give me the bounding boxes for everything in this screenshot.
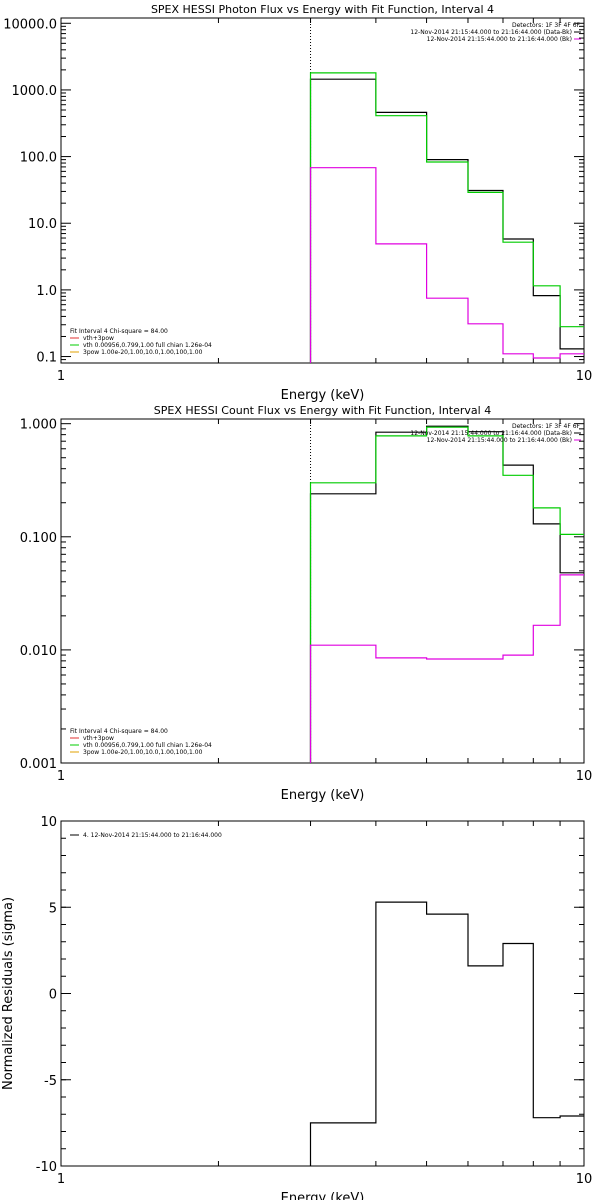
- y-tick-label: 0.100: [20, 531, 57, 546]
- y-tick-label: -10: [36, 1160, 57, 1175]
- chart-title: SPEX HESSI Count Flux vs Energy with Fit…: [154, 404, 491, 417]
- legend-left-text: 3pow 1.00e-20,1.00,10.0,1.00,100,1.00: [83, 349, 203, 356]
- series-line-residuals: [309, 901, 584, 1166]
- y-tick-label: 0.001: [20, 757, 57, 772]
- legend-left-text: vth+3pow: [83, 735, 114, 742]
- legend-left-text: Fit Interval 4 Chi-square = 84.00: [70, 728, 168, 735]
- x-tick-label: 10: [576, 1172, 593, 1187]
- plot-frame: [60, 17, 585, 364]
- x-tick-label: 1: [57, 369, 65, 384]
- y-tick-label: -5: [44, 1074, 57, 1089]
- legend-left-text: vth 0.00956,0.799,1.00 full chian 1.26e-…: [83, 342, 212, 349]
- plot-frame: [60, 418, 585, 764]
- legend-right-text: 12-Nov-2014 21:15:44.000 to 21:16:44.000…: [410, 430, 572, 437]
- legend-right-text: Detectors: 1F 3F 4F 6F: [512, 22, 581, 29]
- y-tick-label: 0: [49, 988, 57, 1003]
- chart-panel-2: SPEX HESSI Count Flux vs Energy with Fit…: [20, 404, 592, 803]
- y-tick-label: 0.1: [36, 351, 57, 366]
- series-line-fit: [309, 72, 584, 363]
- y-tick-label: 10000.0: [3, 17, 57, 32]
- x-axis-label: Energy (keV): [281, 788, 365, 803]
- chart-title: SPEX HESSI Photon Flux vs Energy with Fi…: [151, 3, 494, 16]
- chart-panel-1: SPEX HESSI Photon Flux vs Energy with Fi…: [3, 3, 592, 403]
- series-line-bk: [309, 574, 584, 763]
- y-tick-label: 1.0: [36, 284, 57, 299]
- x-axis-label: Energy (keV): [281, 1191, 365, 1200]
- x-tick-label: 10: [576, 769, 593, 784]
- legend-right-text: 12-Nov-2014 21:15:44.000 to 21:16:44.000…: [427, 36, 572, 43]
- y-tick-label: 1.000: [20, 418, 57, 433]
- legend-left-text: vth+3pow: [83, 335, 114, 342]
- plot-frame: [60, 820, 585, 1167]
- series-line-fit: [309, 426, 584, 763]
- legend-right-text: Detectors: 1F 3F 4F 6F: [512, 423, 581, 430]
- x-axis-label: Energy (keV): [281, 388, 365, 403]
- legend-left-text: Fit Interval 4 Chi-square = 84.00: [70, 328, 168, 335]
- legend-left-text: 3pow 1.00e-20,1.00,10.0,1.00,100,1.00: [83, 749, 203, 756]
- legend-right-text: 12-Nov-2014 21:15:44.000 to 21:16:44.000…: [410, 29, 572, 36]
- y-tick-label: 1000.0: [12, 84, 58, 99]
- y-tick-label: 10.0: [28, 217, 57, 232]
- x-tick-label: 10: [576, 369, 593, 384]
- legend-left-text: vth 0.00956,0.799,1.00 full chian 1.26e-…: [83, 742, 212, 749]
- chart-panel-3: 1 10 Energy (keV) -10 -5 0 5 10 Normalized Resid…: [1, 815, 592, 1200]
- series-line-bk: [309, 167, 584, 363]
- x-tick-label: 1: [57, 1172, 65, 1187]
- series-line-data-bk: [309, 425, 584, 763]
- y-axis-label: Normalized Residuals (sigma): [1, 897, 16, 1090]
- y-tick-label: 10: [40, 815, 57, 830]
- series-line-data-bk: [309, 78, 584, 363]
- x-tick-label: 1: [57, 769, 65, 784]
- y-tick-label: 0.010: [20, 644, 57, 659]
- y-tick-label: 5: [49, 901, 57, 916]
- legend-right-text: 12-Nov-2014 21:15:44.000 to 21:16:44.000…: [427, 437, 572, 444]
- legend-left-text: 4. 12-Nov-2014 21:15:44.000 to 21:16:44.…: [83, 832, 222, 839]
- y-tick-label: 100.0: [20, 151, 57, 166]
